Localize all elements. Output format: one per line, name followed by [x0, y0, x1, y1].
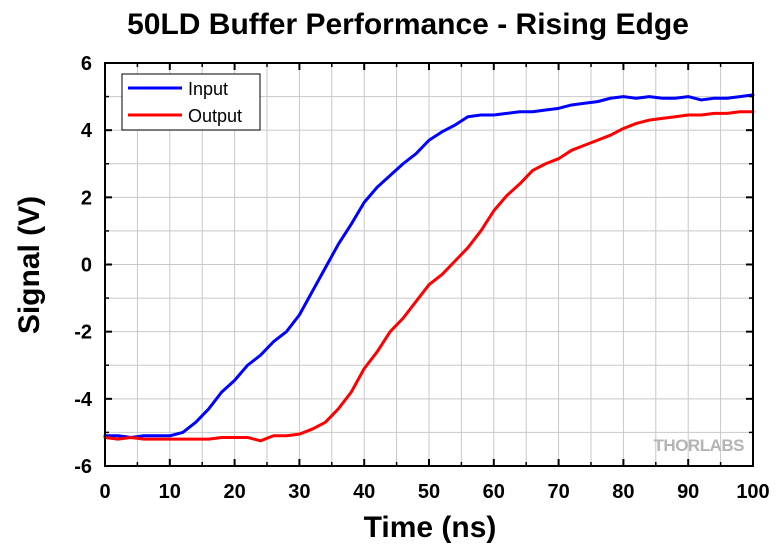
x-tick-label: 80 — [612, 481, 634, 503]
y-tick-label: -6 — [74, 456, 92, 478]
x-tick-label: 90 — [677, 481, 699, 503]
y-tick-label: -4 — [74, 389, 93, 411]
x-tick-label: 70 — [547, 481, 569, 503]
x-tick-label: 30 — [288, 481, 310, 503]
x-axis-title: Time (ns) — [364, 511, 497, 544]
grid-lines — [105, 63, 753, 466]
x-tick-label: 100 — [736, 481, 769, 503]
series-line-output — [103, 110, 755, 443]
legend-label-output: Output — [188, 106, 242, 126]
legend-box — [121, 73, 261, 131]
legend-label-input: Input — [188, 79, 228, 99]
x-tick-label: 60 — [483, 481, 505, 503]
y-tick-label: 4 — [81, 120, 93, 142]
thorlabs-logo: THORLABS — [654, 436, 745, 455]
x-tick-label: 50 — [418, 481, 440, 503]
series-line-input — [103, 93, 755, 439]
series-lines — [103, 93, 755, 443]
y-tick-label: -2 — [74, 322, 92, 344]
y-tick-label: 2 — [81, 187, 92, 209]
x-tick-label: 20 — [223, 481, 245, 503]
y-tick-label: 0 — [81, 255, 92, 277]
legend: Input Output — [121, 73, 261, 131]
y-axis-title: Signal (V) — [13, 196, 46, 334]
x-tick-label: 40 — [353, 481, 375, 503]
axis-ticks: 0 10 20 30 40 50 60 70 80 90 100 -6 -4 -2 0 2 4 6 — [74, 53, 769, 503]
y-tick-label: 6 — [81, 53, 92, 75]
x-tick-label: 10 — [159, 481, 181, 503]
chart-title: 50LD Buffer Performance - Rising Edge — [127, 8, 689, 41]
x-tick-label: 0 — [99, 481, 110, 503]
